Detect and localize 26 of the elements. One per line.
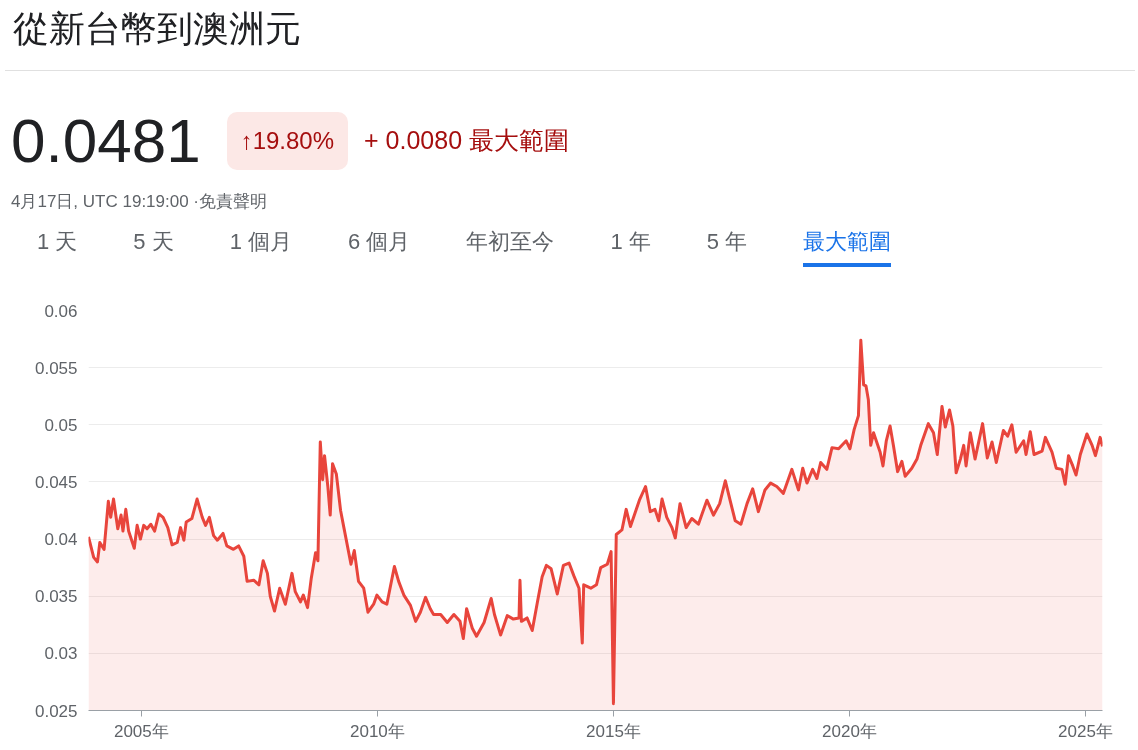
x-tick-label: 2015年	[586, 721, 641, 741]
x-tick-label: 2010年	[350, 721, 405, 741]
text: 5 年	[706, 227, 748, 256]
text: 4月17日, UTC 19:19:00 ·免責聲明	[10, 190, 269, 213]
y-tick-label: 0.025	[34, 701, 78, 721]
text: 最大範圍	[803, 225, 892, 268]
text: 1 個月	[229, 227, 293, 256]
y-tick-label: 0.035	[34, 587, 78, 607]
text: ↑19.80%	[226, 112, 349, 171]
text: 年初至今	[466, 227, 555, 256]
x-tick-label: 2005年	[113, 721, 169, 741]
chart-title: 從新台幣到澳洲元	[5, 5, 1135, 71]
text: + 0.0080 最大範圍	[364, 125, 570, 157]
y-tick-label: 0.06	[44, 301, 78, 321]
text: 6 個月	[348, 227, 411, 256]
text: 0.0481	[11, 105, 201, 177]
text: 5 天	[133, 227, 174, 256]
text: 1 天	[37, 227, 78, 256]
y-tick-label: 0.055	[34, 358, 78, 378]
y-tick-label: 0.05	[44, 415, 78, 435]
y-tick-label: 0.04	[44, 530, 78, 550]
text: 1 年	[610, 227, 651, 256]
y-tick-label: 0.03	[44, 644, 78, 664]
x-tick-label: 2025年	[1058, 721, 1113, 741]
x-tick-label: 2020年	[822, 721, 877, 741]
y-tick-label: 0.045	[34, 472, 78, 492]
